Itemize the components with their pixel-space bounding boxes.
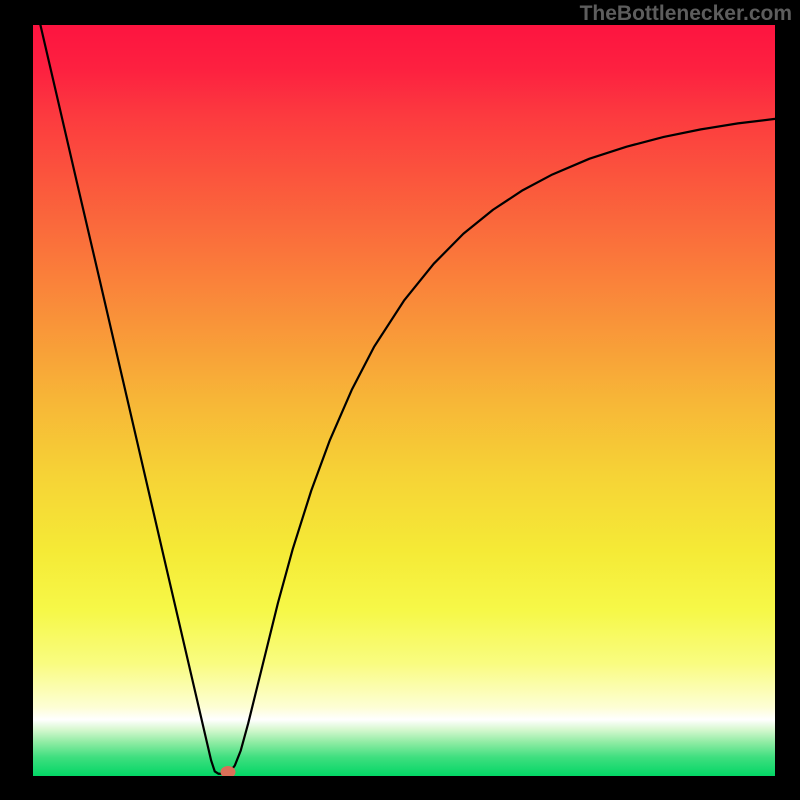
attribution-label: TheBottlenecker.com (580, 2, 792, 26)
bottleneck-curve (33, 25, 775, 776)
chart-frame (33, 25, 775, 776)
optimum-marker (221, 766, 236, 776)
plot-area (33, 25, 775, 776)
